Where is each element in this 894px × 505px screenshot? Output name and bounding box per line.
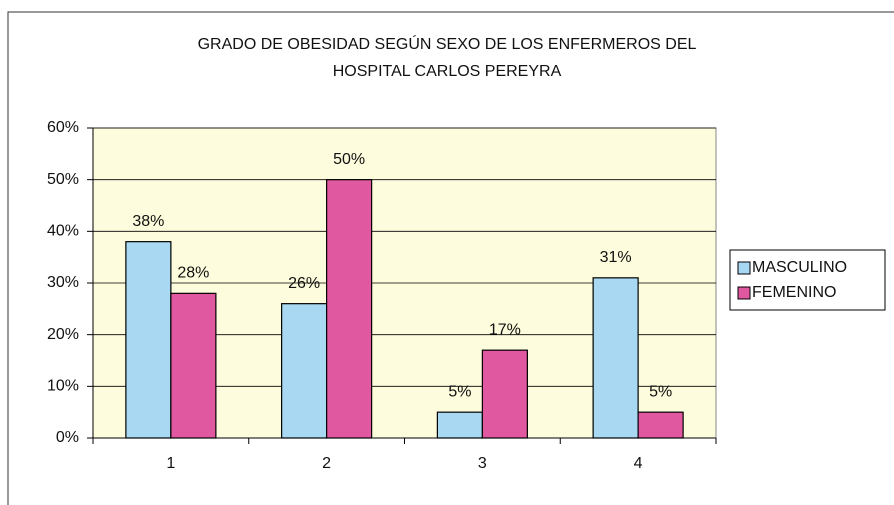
legend-label: MASCULINO: [752, 259, 847, 276]
y-tick-label: 30%: [47, 274, 79, 291]
data-label: 17%: [489, 321, 521, 338]
data-label: 28%: [177, 265, 209, 282]
legend-swatch: [737, 261, 751, 275]
y-tick-label: 0%: [56, 429, 79, 446]
data-label: 31%: [600, 249, 632, 266]
data-label: 5%: [448, 383, 471, 400]
x-tick-label: 2: [322, 455, 331, 472]
chart-title: HOSPITAL CARLOS PEREYRA: [333, 63, 562, 80]
y-tick-label: 10%: [47, 378, 79, 395]
bar: [125, 241, 172, 439]
y-tick-label: 50%: [47, 171, 79, 188]
legend-box: [729, 249, 886, 311]
legend-label: FEMENINO: [752, 284, 836, 301]
bar: [592, 277, 639, 439]
y-tick-label: 20%: [47, 326, 79, 343]
data-label: 5%: [649, 383, 672, 400]
bar: [436, 411, 483, 439]
bar: [326, 179, 373, 439]
bar: [637, 411, 684, 439]
chart-title: GRADO DE OBESIDAD SEGÚN SEXO DE LOS ENFE…: [198, 34, 697, 53]
x-tick-label: 3: [478, 455, 487, 472]
bar: [281, 303, 328, 439]
data-label: 50%: [333, 151, 365, 168]
x-tick-label: 4: [634, 455, 643, 472]
bar: [170, 292, 217, 439]
data-label: 38%: [132, 213, 164, 230]
y-tick-label: 40%: [47, 223, 79, 240]
y-tick-label: 60%: [47, 119, 79, 136]
legend-swatch: [737, 286, 751, 300]
x-tick-label: 1: [166, 455, 175, 472]
data-label: 26%: [288, 275, 320, 292]
bar: [481, 349, 528, 439]
